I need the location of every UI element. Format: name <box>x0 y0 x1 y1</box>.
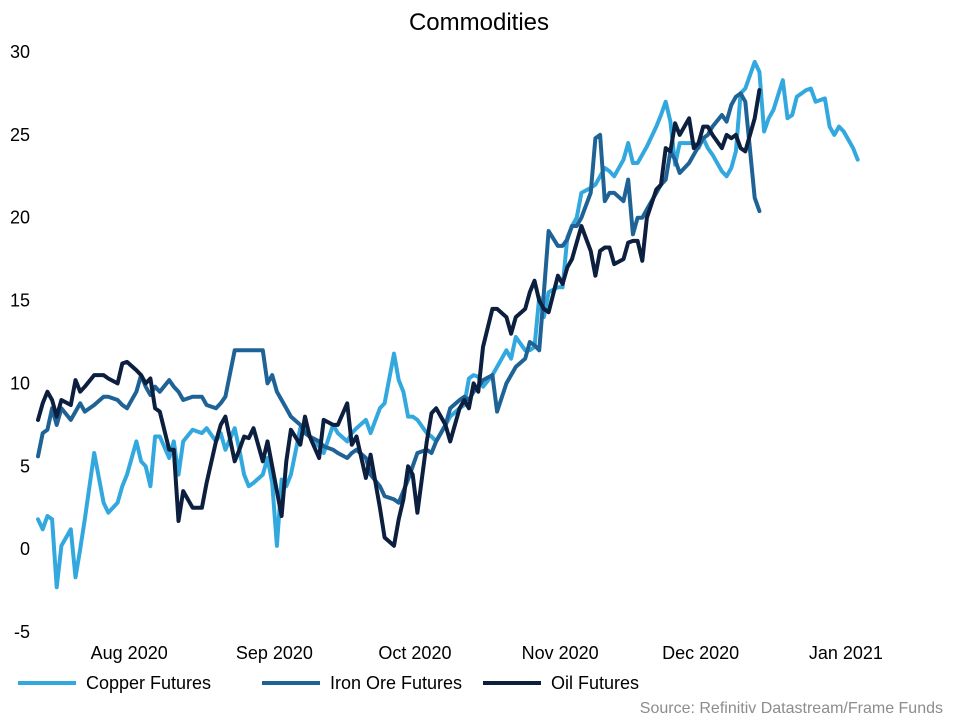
x-tick-label: Aug 2020 <box>91 643 168 663</box>
x-tick-label: Nov 2020 <box>522 643 599 663</box>
x-tick-label: Oct 2020 <box>378 643 451 663</box>
source-note: Source: Refinitiv Datastream/Frame Funds <box>640 700 943 715</box>
legend-label: Oil Futures <box>551 673 639 693</box>
y-tick-label: 10 <box>10 373 30 393</box>
y-tick-label: 5 <box>20 456 30 476</box>
y-tick-label: 0 <box>20 539 30 559</box>
legend: Copper Futures Iron Ore Futures Oil Future… <box>18 673 639 693</box>
y-tick-label: 15 <box>10 291 30 311</box>
series-line-copper-futures <box>36 59 860 590</box>
y-tick-label: 30 <box>10 42 30 62</box>
y-tick-label: 20 <box>10 208 30 228</box>
y-tick-label: 25 <box>10 125 30 145</box>
legend-label: Iron Ore Futures <box>330 673 462 693</box>
x-tick-label: Sep 2020 <box>236 643 313 663</box>
series-line-oil-futures <box>36 88 762 548</box>
x-axis-tick-labels: Aug 2020 Sep 2020 Oct 2020 Nov 2020 Dec 2020… <box>91 643 883 663</box>
x-tick-label: Jan 2021 <box>809 643 883 663</box>
series-line-iron-ore-futures <box>36 91 762 505</box>
y-tick-label: -5 <box>14 622 30 642</box>
series-lines <box>36 59 860 590</box>
chart-title: Commodities <box>409 9 549 36</box>
y-axis-tick-labels: -5 0 5 10 15 20 25 30 <box>10 42 30 642</box>
x-tick-label: Dec 2020 <box>662 643 739 663</box>
legend-label: Copper Futures <box>86 673 211 693</box>
